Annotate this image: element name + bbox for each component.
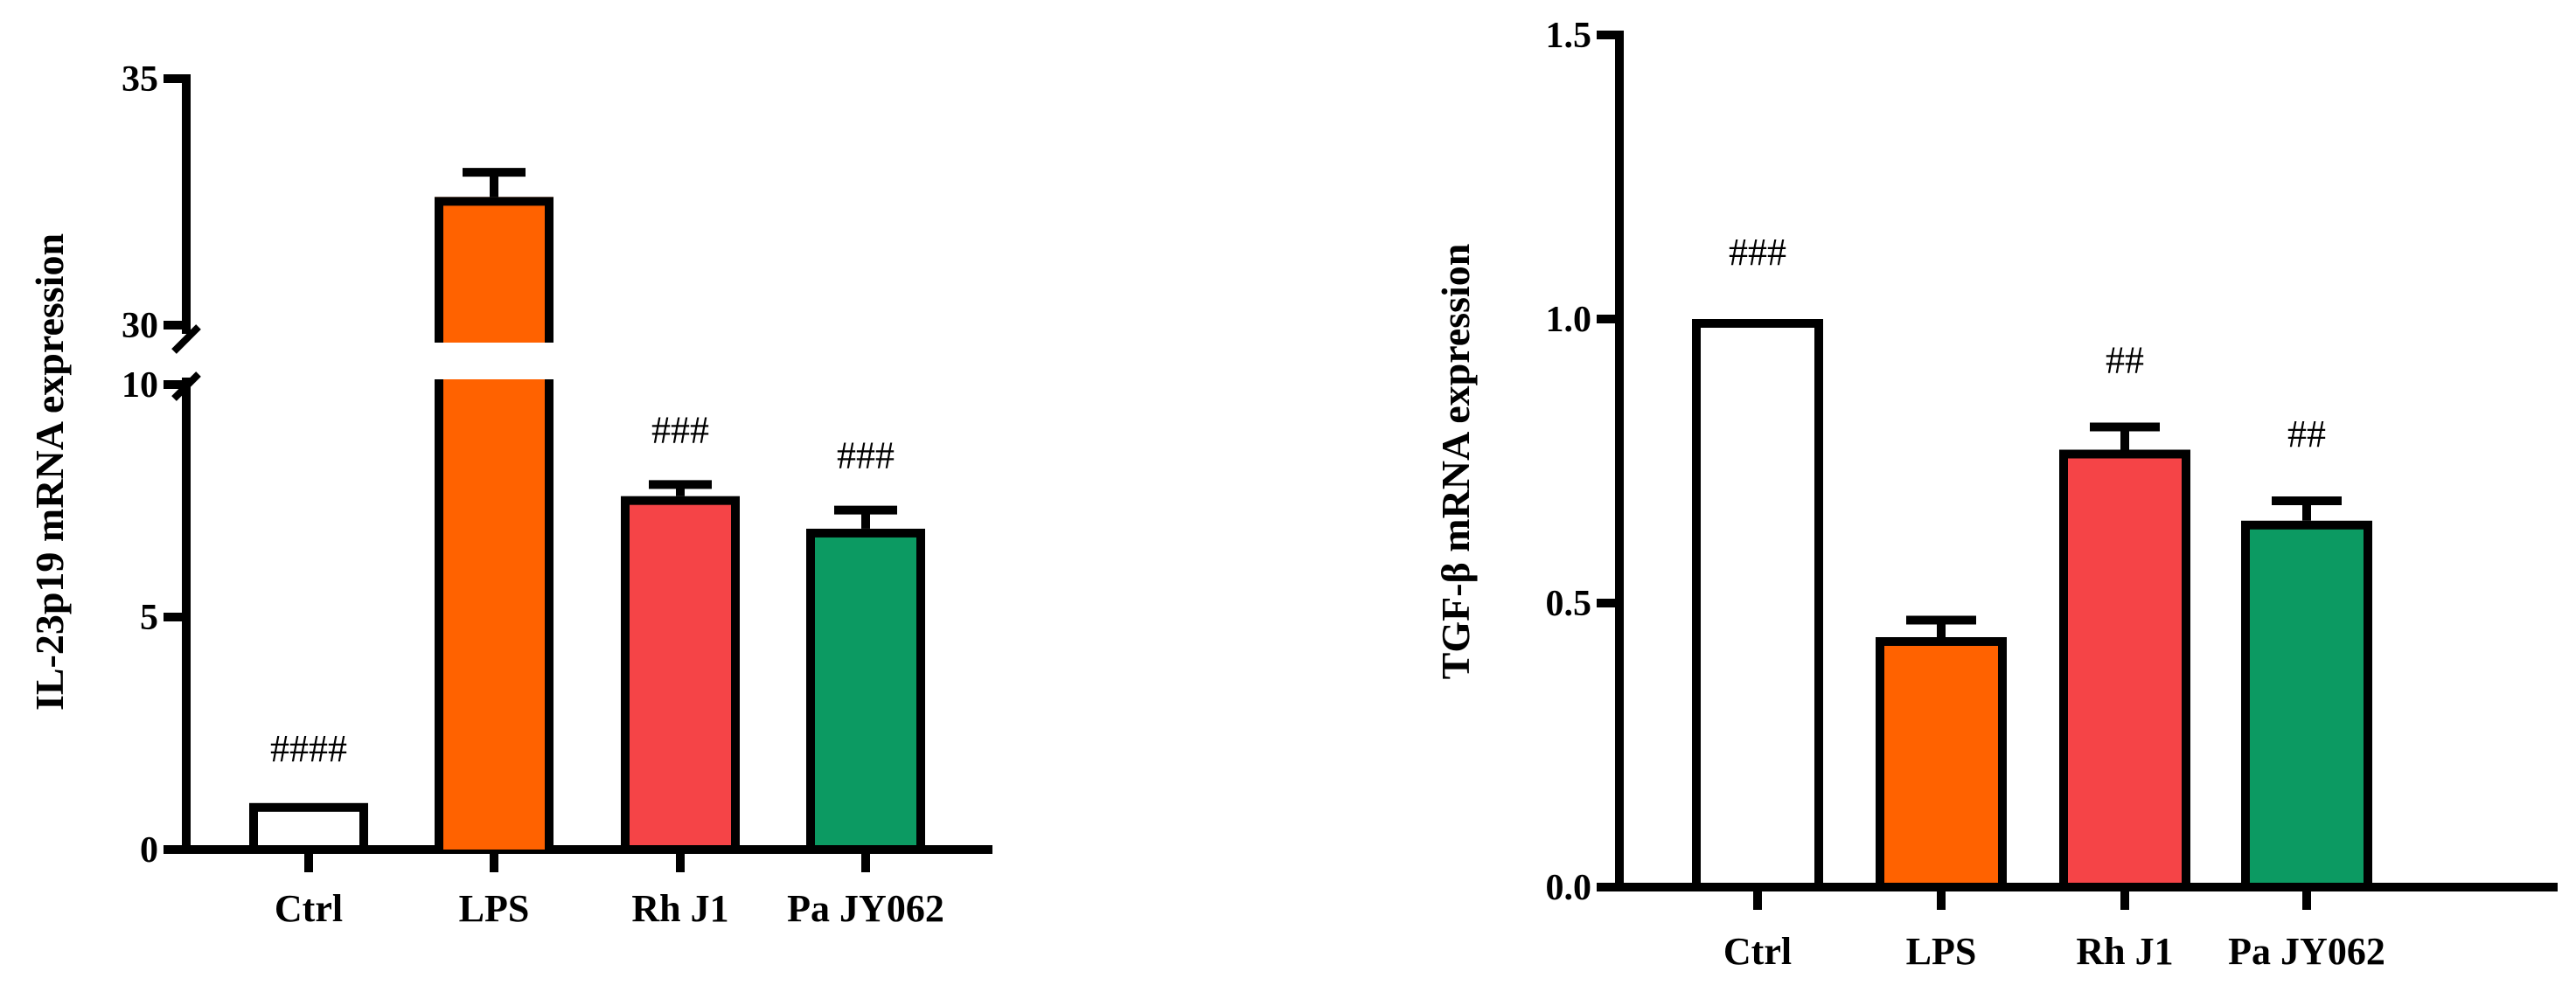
y-tick-label: 1.0 <box>1546 300 1592 340</box>
bar-rh-j1 <box>621 496 740 854</box>
significance-label: #### <box>270 727 347 770</box>
significance-label: ### <box>837 434 895 477</box>
bar-ctrl <box>249 802 368 854</box>
significance-label: ### <box>651 408 709 451</box>
x-tick-label: Ctrl <box>1723 930 1792 973</box>
y-tick-label: 0.0 <box>1546 868 1592 908</box>
bar-pa-jy062 <box>806 528 925 854</box>
significance-label: ## <box>2106 339 2144 382</box>
x-tick-label: Pa JY062 <box>2228 930 2385 973</box>
chart-il23p19: 0 5 10 30 35 IL-23p19 mRNA expression #### Ctrl… <box>27 59 992 930</box>
y-tick-label: 0.5 <box>1546 584 1592 624</box>
bar-lps <box>1876 637 2007 891</box>
x-tick-label: Pa JY062 <box>787 887 944 930</box>
bar-lps-upper <box>435 197 553 343</box>
significance-label: ### <box>1729 231 1786 274</box>
bar-ctrl <box>1692 319 1823 891</box>
y-axis-label: IL-23p19 mRNA expression <box>27 233 72 711</box>
bar-lps-lower <box>435 379 553 850</box>
significance-label: ## <box>2287 413 2326 455</box>
x-tick-label: Rh J1 <box>2076 930 2173 973</box>
x-tick-label: Ctrl <box>275 887 343 930</box>
y-tick-label: 10 <box>122 365 158 406</box>
y-tick-label: 30 <box>122 306 158 346</box>
bar-pa-jy062 <box>2241 520 2372 891</box>
axis-break-mark-upper <box>171 324 201 354</box>
x-tick-label: Rh J1 <box>631 887 728 930</box>
y-tick-label: 35 <box>122 59 158 100</box>
y-tick-label: 1.5 <box>1546 16 1592 56</box>
bar-rh-j1 <box>2059 449 2190 891</box>
x-tick-label: LPS <box>459 887 530 930</box>
y-tick-label: 0 <box>140 830 158 871</box>
bar-outline <box>435 197 553 343</box>
y-tick-label: 5 <box>140 598 158 638</box>
chart-tgf-beta: 0.0 0.5 1.0 1.5 TGF-β mRNA expression ### Ctrl… <box>1433 16 2558 973</box>
y-axis-label: TGF-β mRNA expression <box>1433 244 1478 680</box>
x-tick-label: LPS <box>1906 930 1977 973</box>
